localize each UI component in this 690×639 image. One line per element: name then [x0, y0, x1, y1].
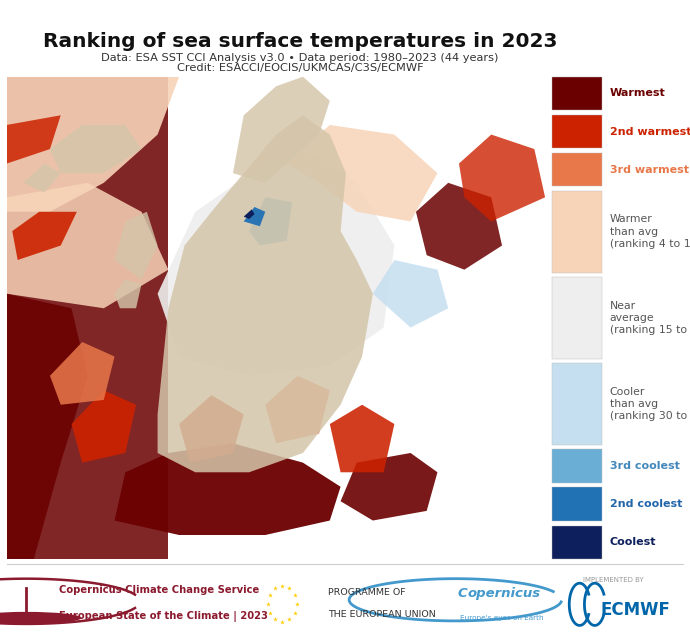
Bar: [552, 115, 602, 148]
Bar: [552, 77, 602, 110]
Text: IMPLEMENTED BY: IMPLEMENTED BY: [583, 577, 644, 583]
Text: 2nd warmest: 2nd warmest: [610, 127, 690, 137]
Text: Ranking of sea surface temperatures in 2023: Ranking of sea surface temperatures in 2…: [43, 32, 558, 51]
Text: Europe's eyes on Earth: Europe's eyes on Earth: [460, 615, 543, 621]
Text: PROGRAMME OF: PROGRAMME OF: [328, 588, 406, 597]
Polygon shape: [373, 260, 448, 328]
Text: opernicus: opernicus: [468, 587, 541, 600]
Bar: [552, 488, 602, 521]
Polygon shape: [244, 207, 265, 226]
Polygon shape: [7, 115, 61, 164]
Text: 3rd warmest: 3rd warmest: [610, 165, 689, 174]
Polygon shape: [244, 210, 255, 219]
Polygon shape: [459, 135, 545, 222]
Polygon shape: [7, 294, 88, 559]
Polygon shape: [7, 77, 179, 212]
Polygon shape: [233, 77, 330, 183]
Text: Near
average
(ranking 15 to 29): Near average (ranking 15 to 29): [610, 300, 690, 335]
Circle shape: [0, 612, 81, 624]
Polygon shape: [157, 115, 373, 472]
Polygon shape: [7, 183, 168, 308]
Text: 2nd coolest: 2nd coolest: [610, 499, 682, 509]
Text: Warmest: Warmest: [610, 88, 665, 98]
Polygon shape: [72, 390, 136, 463]
Bar: [552, 191, 602, 273]
Text: C: C: [457, 587, 467, 600]
Text: European State of the Climate | 2023: European State of the Climate | 2023: [59, 611, 268, 622]
Text: Warmer
than avg
(ranking 4 to 14): Warmer than avg (ranking 4 to 14): [610, 215, 690, 249]
Polygon shape: [287, 125, 437, 222]
Text: Coolest: Coolest: [610, 537, 656, 548]
Text: THE EUROPEAN UNION: THE EUROPEAN UNION: [328, 610, 435, 619]
Polygon shape: [330, 404, 395, 472]
Polygon shape: [341, 453, 437, 521]
Bar: [552, 526, 602, 559]
Bar: [552, 153, 602, 187]
Polygon shape: [23, 164, 61, 192]
Polygon shape: [157, 149, 395, 376]
Polygon shape: [12, 212, 77, 260]
Polygon shape: [265, 376, 330, 443]
Polygon shape: [115, 212, 157, 279]
Polygon shape: [115, 443, 341, 535]
Text: Data: ESA SST CCI Analysis v3.0 • Data period: 1980–2023 (44 years): Data: ESA SST CCI Analysis v3.0 • Data p…: [101, 52, 499, 63]
Bar: [7, 77, 168, 559]
Text: ECMWF: ECMWF: [600, 601, 670, 619]
Bar: [552, 363, 602, 445]
Text: Cooler
than avg
(ranking 30 to 41): Cooler than avg (ranking 30 to 41): [610, 387, 690, 421]
Bar: [552, 277, 602, 358]
Polygon shape: [416, 183, 502, 270]
Polygon shape: [50, 125, 141, 173]
Polygon shape: [115, 279, 141, 308]
Polygon shape: [249, 197, 292, 245]
Text: Credit: ESACCI/EOCIS/UKMCAS/C3S/ECMWF: Credit: ESACCI/EOCIS/UKMCAS/C3S/ECMWF: [177, 63, 424, 73]
Bar: [552, 449, 602, 483]
Text: 3rd coolest: 3rd coolest: [610, 461, 680, 471]
Text: Copernicus Climate Change Service: Copernicus Climate Change Service: [59, 585, 259, 595]
Polygon shape: [50, 342, 115, 404]
Polygon shape: [179, 395, 244, 463]
